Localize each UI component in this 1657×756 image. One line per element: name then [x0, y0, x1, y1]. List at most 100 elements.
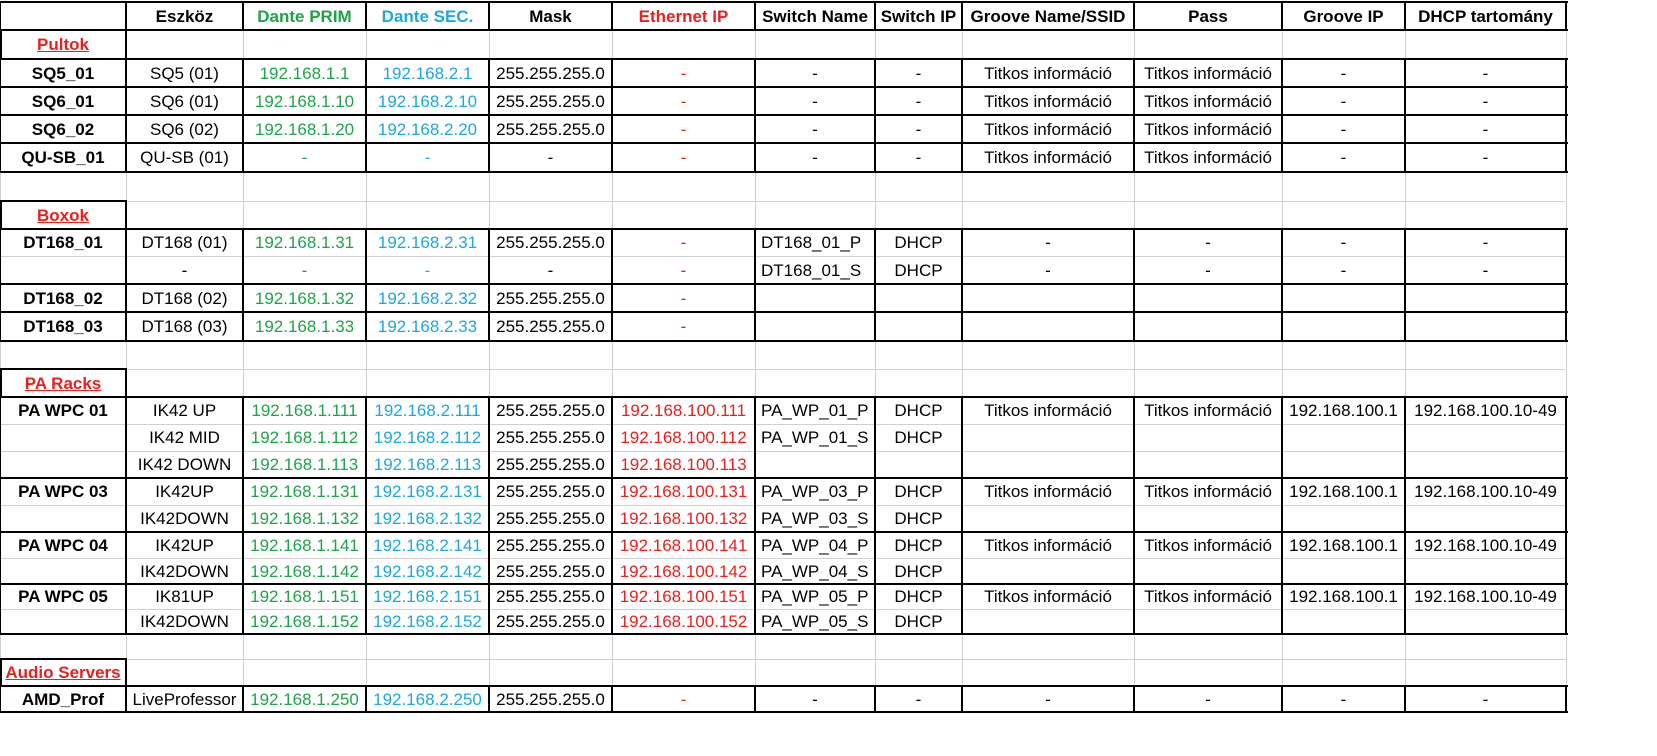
device-cell: IK42UP [155, 535, 214, 555]
pass-cell [1134, 558, 1282, 584]
groove-ip-cell: 192.168.100.1 [1289, 587, 1398, 606]
dante-sec-cell: 192.168.2.32 [377, 288, 478, 308]
mask-cell: - [547, 148, 554, 167]
row-gridline [0, 609, 1566, 610]
column-border [365, 397, 367, 634]
row-gridline [0, 558, 1566, 559]
header-switch-name: Switch Name [762, 6, 868, 26]
row-border [0, 171, 1568, 173]
mask-cell: 255.255.255.0 [496, 455, 605, 474]
column-border [611, 686, 613, 712]
device-id-cell: QU-SB_01 [21, 148, 105, 167]
column-border [1133, 2, 1135, 30]
column-border [488, 229, 490, 341]
section-box-pa_racks [0, 368, 127, 398]
column-gridline [1405, 2, 1406, 712]
groove-ip-cell: - [1340, 148, 1347, 167]
switch-ip-cell: DHCP [894, 612, 943, 631]
row-border [0, 228, 1568, 230]
column-gridline [1134, 2, 1135, 712]
dhcp-range-cell: - [1482, 689, 1489, 709]
pass-cell: - [1205, 689, 1211, 709]
column-gridline [875, 2, 876, 712]
row-gridline [0, 424, 1566, 425]
column-gridline [126, 2, 127, 712]
dhcp-range-cell [1405, 558, 1566, 584]
column-border [0, 686, 1, 712]
switch-ip-cell: - [915, 63, 922, 83]
switch-ip-cell: DHCP [894, 509, 943, 528]
pass-cell: Titkos információ [1144, 535, 1272, 555]
dhcp-range-cell: - [1482, 233, 1489, 252]
device-id-cell: PA WPC 03 [18, 482, 108, 501]
column-gridline [489, 2, 490, 712]
switch-ip-cell [875, 284, 962, 312]
column-border [0, 59, 1, 172]
column-border [1281, 229, 1283, 341]
groove-name-cell [962, 424, 1134, 451]
groove-ip-cell [1282, 284, 1405, 312]
dante-sec-cell: - [424, 148, 431, 167]
groove-name-cell: Titkos információ [984, 63, 1112, 83]
groove-name-cell [962, 284, 1134, 312]
pass-cell [1134, 424, 1282, 451]
switch-ip-cell [875, 451, 962, 478]
switch-name-cell [755, 451, 875, 478]
device-cell: IK42UP [155, 482, 214, 501]
column-border [961, 59, 963, 172]
groove-name-cell: Titkos információ [984, 119, 1112, 139]
device-cell: - [181, 260, 188, 280]
header-switch-ip: Switch IP [880, 6, 957, 26]
dante-sec-cell: 192.168.2.113 [373, 455, 482, 474]
mask-cell: 255.255.255.0 [496, 288, 605, 308]
mask-cell: 255.255.255.0 [496, 561, 605, 581]
groove-ip-cell: 192.168.100.1 [1289, 535, 1398, 555]
device-id-cell: AMD_Prof [21, 689, 105, 709]
device-cell: IK42 UP [152, 401, 217, 420]
switch-ip-cell: DHCP [894, 401, 943, 420]
groove-name-cell: - [1045, 689, 1051, 709]
dhcp-range-cell [1405, 284, 1566, 312]
pass-cell [1134, 609, 1282, 634]
dante-prim-cell: 192.168.1.132 [250, 509, 359, 528]
dante-sec-cell: 192.168.2.142 [373, 561, 482, 581]
ethernet-ip-cell: - [680, 288, 687, 308]
row-gridline [0, 505, 1566, 506]
header-dante-sec: Dante SEC. [381, 6, 474, 26]
pass-cell [1134, 451, 1282, 478]
column-border [1133, 397, 1135, 634]
ethernet-ip-cell: - [680, 119, 687, 139]
pass-cell: Titkos információ [1144, 401, 1272, 420]
ethernet-ip-cell: 192.168.100.112 [620, 428, 747, 447]
dante-prim-cell: 192.168.1.152 [250, 612, 359, 631]
row-gridline [0, 451, 1566, 452]
mask-cell: 255.255.255.0 [496, 587, 605, 606]
groove-name-cell: Titkos információ [984, 401, 1112, 420]
groove-name-cell: - [1045, 233, 1051, 252]
column-border [1281, 2, 1283, 30]
groove-name-cell: Titkos információ [984, 587, 1112, 606]
switch-name-cell: DT168_01_P [761, 233, 862, 252]
column-border [874, 229, 876, 341]
ethernet-ip-cell: 192.168.100.131 [619, 482, 748, 501]
switch-name-cell [755, 284, 875, 312]
section-box-boxok [0, 200, 127, 230]
dhcp-range-cell: - [1482, 260, 1489, 280]
header-dante-prim: Dante PRIM [257, 6, 352, 26]
column-border [754, 2, 756, 30]
switch-name-cell: - [812, 148, 818, 167]
dante-prim-cell: 192.168.1.141 [250, 535, 359, 555]
dante-prim-cell: - [301, 260, 308, 280]
column-border [1565, 686, 1567, 712]
column-border [874, 397, 876, 634]
switch-name-cell: PA_WP_05_P [761, 587, 869, 606]
section-box-pultok [0, 29, 127, 60]
switch-ip-cell: DHCP [894, 587, 943, 606]
pass-cell: Titkos információ [1144, 63, 1272, 83]
dhcp-range-cell: - [1482, 91, 1489, 111]
dhcp-range-cell: 192.168.100.10-49 [1414, 587, 1557, 606]
groove-ip-cell [1282, 451, 1405, 478]
device-cell: IK81UP [155, 587, 214, 606]
ethernet-ip-cell: - [680, 233, 687, 252]
mask-cell: 255.255.255.0 [496, 401, 605, 420]
